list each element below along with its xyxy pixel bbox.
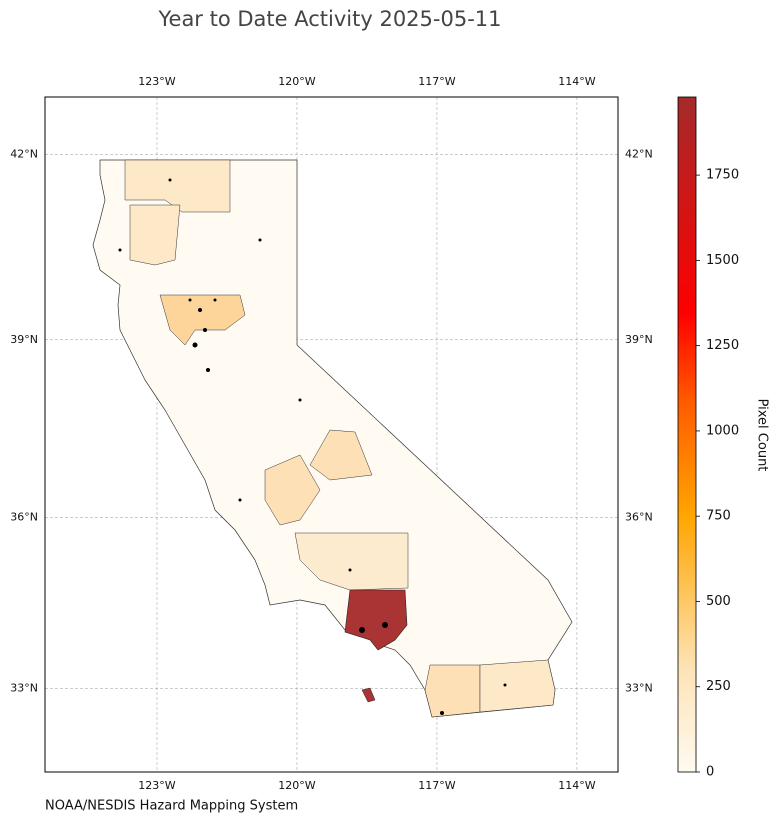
county: [264, 454, 321, 526]
colorbar-tick-label: 750: [706, 509, 731, 524]
colorbar-label: Pixel Count: [755, 399, 770, 472]
island: [361, 687, 376, 703]
x-tick-label: 120°W: [278, 779, 315, 792]
county: [124, 159, 231, 213]
colorbar-tick-label: 1250: [706, 338, 739, 353]
colorbar-tick-label: 1500: [706, 253, 739, 268]
x-tick-label: 120°W: [278, 75, 315, 88]
county: [424, 664, 481, 718]
county: [479, 659, 556, 713]
colorbar-tick-label: 500: [706, 594, 731, 609]
fire-detections: [118, 178, 507, 715]
y-tick-label: 33°N: [10, 682, 38, 695]
county: [309, 429, 373, 481]
y-tick-label: 36°N: [10, 511, 38, 524]
y-tick-label: 42°N: [625, 147, 653, 160]
county: [159, 294, 246, 346]
colorbar-tick-label: 1750: [706, 168, 739, 183]
chart-title: Year to Date Activity 2025-05-11: [157, 7, 501, 31]
colorbar-tick-label: 0: [706, 765, 714, 780]
y-tick-label: 42°N: [10, 147, 38, 160]
x-tick-label: 123°W: [138, 75, 175, 88]
county: [129, 204, 181, 266]
colorbar-tick-label: 250: [706, 679, 731, 694]
colorbar: [677, 96, 697, 773]
y-tick-label: 33°N: [625, 682, 653, 695]
y-tick-label: 36°N: [625, 511, 653, 524]
x-tick-label: 114°W: [558, 779, 595, 792]
county: [344, 589, 408, 651]
x-tick-label: 117°W: [418, 779, 455, 792]
attribution: NOAA/NESDIS Hazard Mapping System: [45, 799, 298, 814]
map-frame: [44, 96, 619, 773]
colorbar-tick-label: 1000: [706, 423, 739, 438]
y-tick-label: 39°N: [10, 333, 38, 346]
x-tick-label: 123°W: [138, 779, 175, 792]
x-tick-label: 117°W: [418, 75, 455, 88]
x-tick-label: 114°W: [558, 75, 595, 88]
y-tick-label: 39°N: [625, 333, 653, 346]
map-layer: [92, 159, 573, 718]
